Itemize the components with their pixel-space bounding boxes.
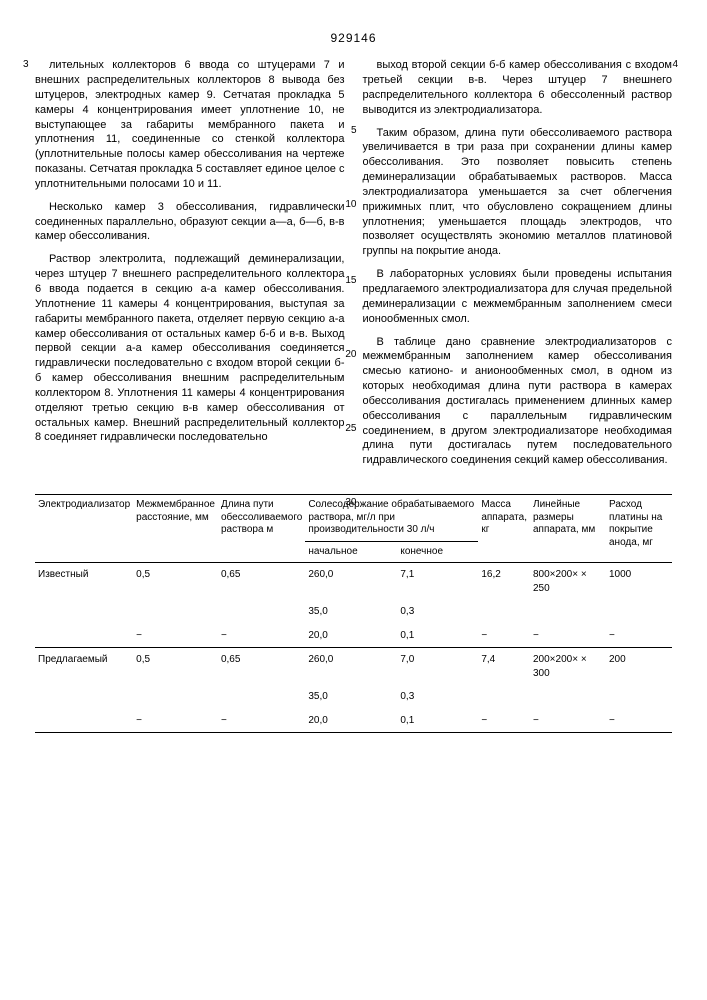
- cell: 1000: [606, 563, 672, 601]
- right-column: выход второй секции б-б камер обессолива…: [363, 58, 673, 476]
- para: лительных коллекторов 6 ввода со штуцера…: [35, 58, 345, 192]
- th-mass: Масса аппарата, кг: [478, 495, 530, 563]
- th-initial: начальное: [305, 541, 397, 563]
- line-mark-10: 10: [345, 198, 356, 212]
- line-mark-30: 30: [345, 496, 356, 510]
- cell: 200: [606, 648, 672, 686]
- cell: 35,0: [305, 685, 397, 709]
- cell: [133, 685, 218, 709]
- table-row: 35,0 0,3: [35, 600, 672, 624]
- cell: −: [606, 624, 672, 648]
- cell: 20,0: [305, 624, 397, 648]
- line-mark-25: 25: [345, 422, 356, 436]
- cell: Предлагаемый: [35, 648, 133, 686]
- para: Несколько камер 3 обессоливания, гидравл…: [35, 200, 345, 245]
- cell: 0,65: [218, 648, 305, 686]
- th-final: конечное: [397, 541, 478, 563]
- cell: 260,0: [305, 563, 397, 601]
- para: выход второй секции б-б камер обессолива…: [363, 58, 673, 117]
- cell: −: [218, 709, 305, 733]
- para: Таким образом, длина пути обессоливаемог…: [363, 126, 673, 260]
- cell: 7,4: [478, 648, 530, 686]
- cell: [530, 600, 606, 624]
- th-salt: Солесодержание обрабатываемого раствора,…: [305, 495, 478, 542]
- cell: 200×200× × 300: [530, 648, 606, 686]
- cell: 35,0: [305, 600, 397, 624]
- cell: −: [530, 624, 606, 648]
- cell: 0,1: [397, 709, 478, 733]
- cell: −: [530, 709, 606, 733]
- line-mark-15: 15: [345, 274, 356, 288]
- cell: [133, 600, 218, 624]
- left-column: 5 10 15 20 25 30 лительных коллекторов 6…: [35, 58, 345, 476]
- cell: [530, 685, 606, 709]
- cell: −: [133, 624, 218, 648]
- th-device: Электродиализатор: [35, 495, 133, 563]
- left-page-tag: 3: [23, 58, 29, 72]
- cell: −: [218, 624, 305, 648]
- cell: [218, 685, 305, 709]
- cell: 0,3: [397, 685, 478, 709]
- th-path: Длина пути обессоливаемого раствора м: [218, 495, 305, 563]
- cell: 800×200× × 250: [530, 563, 606, 601]
- cell: 0,5: [133, 563, 218, 601]
- table-row: Предлагаемый 0,5 0,65 260,0 7,0 7,4 200×…: [35, 648, 672, 686]
- cell: 0,1: [397, 624, 478, 648]
- cell: 20,0: [305, 709, 397, 733]
- cell: [35, 600, 133, 624]
- cell: [478, 600, 530, 624]
- cell: [35, 709, 133, 733]
- cell: [35, 624, 133, 648]
- para: Раствор электролита, подлежащий деминера…: [35, 252, 345, 445]
- cell: 7,0: [397, 648, 478, 686]
- comparison-table: Электродиализатор Межмембранное расстоян…: [35, 494, 672, 733]
- table-row: − − 20,0 0,1 − − −: [35, 624, 672, 648]
- cell: Известный: [35, 563, 133, 601]
- para: В лабораторных условиях были проведены и…: [363, 267, 673, 326]
- cell: [606, 685, 672, 709]
- cell: 0,65: [218, 563, 305, 601]
- th-size: Линейные размеры аппарата, мм: [530, 495, 606, 563]
- right-page-tag: 4: [672, 58, 678, 72]
- line-mark-5: 5: [351, 124, 357, 138]
- cell: [218, 600, 305, 624]
- cell: [606, 600, 672, 624]
- line-mark-20: 20: [345, 348, 356, 362]
- table-row: 35,0 0,3: [35, 685, 672, 709]
- cell: 0,5: [133, 648, 218, 686]
- cell: 260,0: [305, 648, 397, 686]
- cell: −: [478, 624, 530, 648]
- table-row: Известный 0,5 0,65 260,0 7,1 16,2 800×20…: [35, 563, 672, 601]
- cell: −: [478, 709, 530, 733]
- th-distance: Межмембранное расстояние, мм: [133, 495, 218, 563]
- cell: 0,3: [397, 600, 478, 624]
- cell: 7,1: [397, 563, 478, 601]
- doc-number: 929146: [35, 30, 672, 46]
- cell: [478, 685, 530, 709]
- text-columns: 3 4 5 10 15 20 25 30 лительных коллектор…: [35, 58, 672, 476]
- cell: −: [606, 709, 672, 733]
- cell: [35, 685, 133, 709]
- para: В таблице дано сравнение электродиализат…: [363, 335, 673, 469]
- table-row: − − 20,0 0,1 − − −: [35, 709, 672, 733]
- cell: −: [133, 709, 218, 733]
- th-platinum: Расход платины на покрытие анода, мг: [606, 495, 672, 563]
- cell: 16,2: [478, 563, 530, 601]
